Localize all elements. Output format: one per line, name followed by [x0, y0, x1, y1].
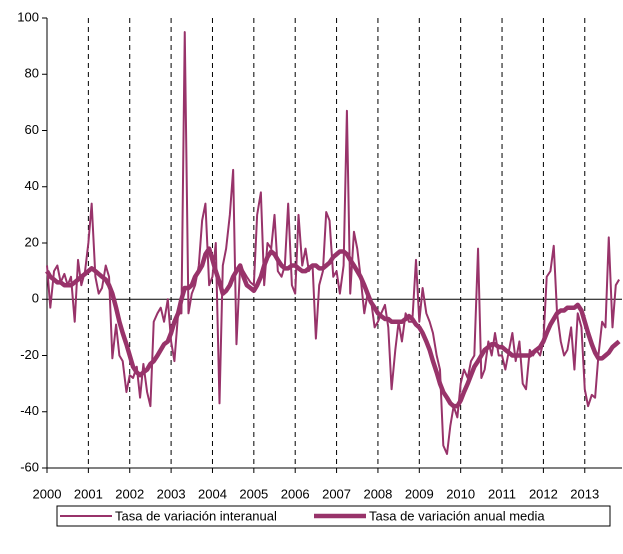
x-tick-label: 2004 — [198, 486, 227, 501]
y-tick-label: -20 — [20, 347, 39, 362]
x-tick-label: 2012 — [529, 486, 558, 501]
x-tick-label: 2007 — [322, 486, 351, 501]
x-tick-label: 2013 — [570, 486, 599, 501]
legend-label: Tasa de variación interanual — [115, 508, 277, 523]
legend-label: Tasa de variación anual media — [369, 508, 545, 523]
y-tick-label: 60 — [25, 122, 39, 137]
x-tick-label: 2001 — [74, 486, 103, 501]
x-tick-label: 2008 — [363, 486, 392, 501]
y-tick-label: -40 — [20, 403, 39, 418]
x-tick-label: 2006 — [281, 486, 310, 501]
y-tick-label: 100 — [17, 9, 39, 24]
x-tick-label: 2010 — [446, 486, 475, 501]
y-tick-label: -60 — [20, 459, 39, 474]
data-line — [46, 31, 620, 455]
x-tick-label: 2009 — [405, 486, 434, 501]
x-tick-label: 2000 — [33, 486, 62, 501]
y-tick-label: 40 — [25, 178, 39, 193]
y-tick-label: 0 — [32, 291, 39, 306]
x-tick-label: 2011 — [488, 486, 516, 501]
y-tick-label: 80 — [25, 66, 39, 81]
x-tick-label: 2003 — [157, 486, 186, 501]
y-tick-label: 20 — [25, 234, 39, 249]
data-line — [45, 246, 621, 409]
x-tick-label: 2002 — [115, 486, 144, 501]
x-tick-label: 2005 — [239, 486, 268, 501]
